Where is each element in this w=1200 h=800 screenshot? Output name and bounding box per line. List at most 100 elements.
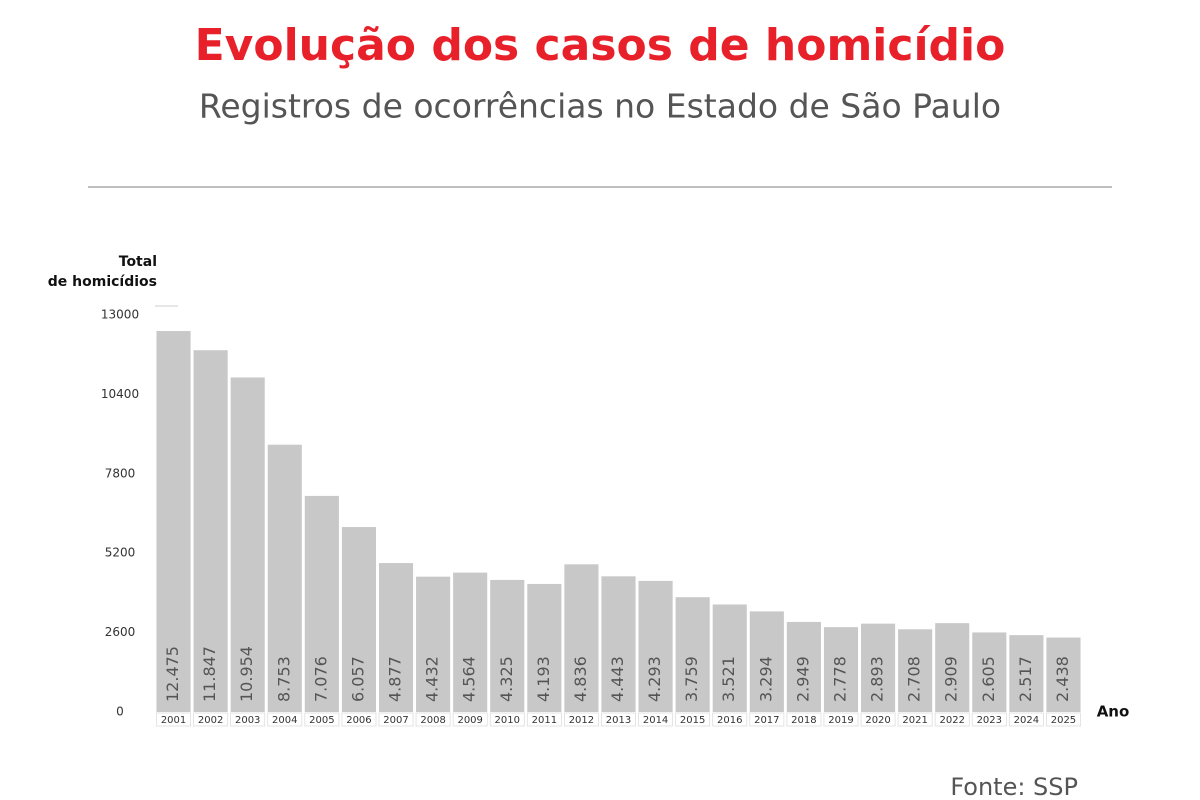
x-tick-box — [526, 712, 562, 727]
x-tick-box — [712, 712, 748, 727]
bar — [749, 611, 784, 712]
value-label: 4.325 — [497, 656, 516, 702]
value-label: 2.517 — [1016, 656, 1035, 702]
x-tick-label: 2018 — [791, 715, 816, 726]
bar — [972, 632, 1007, 712]
x-tick-box — [156, 712, 191, 727]
x-tick-label: 2001 — [161, 715, 186, 726]
bar — [935, 623, 970, 712]
x-axis-label: Ano — [1097, 703, 1130, 721]
x-tick-label: 2017 — [754, 715, 779, 726]
bar — [156, 331, 191, 712]
bar — [527, 583, 562, 712]
x-tick-label: 2019 — [828, 715, 853, 726]
bar — [230, 377, 265, 712]
bar — [1009, 635, 1044, 712]
x-tick-box — [193, 712, 229, 727]
x-tick-label: 2024 — [1014, 715, 1039, 726]
x-tick-box — [378, 712, 414, 727]
x-tick-label: 2015 — [680, 715, 705, 726]
bar — [638, 580, 673, 712]
x-tick-label: 2010 — [495, 715, 520, 726]
value-label: 2.708 — [905, 656, 924, 702]
x-tick-box — [601, 712, 636, 727]
x-tick-label: 2004 — [272, 715, 297, 726]
bar — [1046, 637, 1081, 712]
bar — [898, 629, 933, 712]
y-tick-label: 5200 — [105, 546, 136, 560]
x-tick-box — [489, 712, 525, 727]
x-tick-box — [230, 712, 266, 727]
x-tick-label: 2021 — [902, 715, 927, 726]
value-label: 3.521 — [719, 656, 738, 702]
value-label: 2.605 — [979, 656, 998, 702]
value-label: 2.909 — [942, 656, 961, 702]
x-tick-label: 2002 — [198, 715, 223, 726]
y-tick-label: 7800 — [105, 466, 136, 480]
x-tick-box — [638, 712, 674, 727]
x-tick-box — [304, 712, 340, 727]
x-tick-label: 2016 — [717, 715, 742, 726]
x-tick-box — [675, 712, 711, 727]
value-label: 2.949 — [793, 656, 812, 702]
x-tick-label: 2007 — [383, 715, 408, 726]
x-tick-box — [749, 712, 785, 727]
x-tick-label: 2006 — [346, 715, 371, 726]
x-tick-box — [786, 712, 822, 727]
x-tick-box — [971, 712, 1007, 727]
value-label: 4.432 — [423, 656, 442, 702]
value-label: 8.753 — [274, 656, 293, 702]
x-tick-label: 2008 — [420, 715, 445, 726]
bar — [378, 563, 414, 712]
bar — [453, 572, 488, 712]
value-label: 4.564 — [460, 656, 479, 702]
y-tick-label: 2600 — [105, 625, 136, 639]
y-axis-label: Total — [119, 254, 157, 270]
x-tick-label: 2014 — [643, 715, 668, 726]
x-tick-label: 2005 — [309, 715, 334, 726]
x-tick-box — [897, 712, 933, 727]
x-tick-box — [341, 712, 377, 727]
bar — [675, 597, 710, 712]
value-label: 6.057 — [348, 656, 367, 702]
bar — [416, 576, 451, 712]
x-tick-box — [823, 712, 859, 727]
value-label: 4.193 — [534, 656, 553, 702]
y-tick-label: 10400 — [101, 387, 139, 401]
x-tick-box — [267, 712, 303, 727]
bar — [564, 564, 599, 712]
bar — [304, 495, 339, 712]
value-label: 4.443 — [608, 656, 627, 702]
y-axis-label: de homicídios — [48, 274, 157, 290]
x-tick-label: 2023 — [977, 715, 1002, 726]
bar — [193, 350, 228, 712]
value-label: 12.475 — [163, 646, 182, 702]
bar — [601, 576, 636, 712]
bar — [341, 527, 376, 712]
bar — [490, 579, 525, 712]
x-tick-box — [563, 712, 599, 727]
value-label: 2.893 — [868, 656, 887, 702]
x-tick-box — [934, 712, 970, 727]
x-tick-label: 2022 — [939, 715, 964, 726]
chart-subtitle: Registros de ocorrências no Estado de Sã… — [199, 87, 1001, 126]
x-tick-label: 2003 — [235, 715, 260, 726]
x-tick-box — [1008, 712, 1044, 727]
value-label: 4.293 — [645, 656, 664, 702]
value-label: 4.877 — [386, 656, 405, 702]
x-tick-label: 2020 — [865, 715, 890, 726]
x-tick-box — [415, 712, 451, 727]
value-label: 3.759 — [682, 656, 701, 702]
y-tick-label: 13000 — [101, 308, 139, 322]
bar — [861, 623, 896, 712]
x-tick-box — [860, 712, 896, 727]
y-tick-label: 0 — [116, 705, 124, 719]
source: Fonte: SSP — [950, 773, 1078, 800]
x-tick-label: 2011 — [532, 715, 557, 726]
x-tick-box — [452, 712, 488, 727]
value-label: 3.294 — [756, 656, 775, 702]
chart-title: Evolução dos casos de homicídio — [195, 20, 1006, 71]
bar — [267, 444, 302, 712]
value-label: 4.836 — [571, 656, 590, 702]
